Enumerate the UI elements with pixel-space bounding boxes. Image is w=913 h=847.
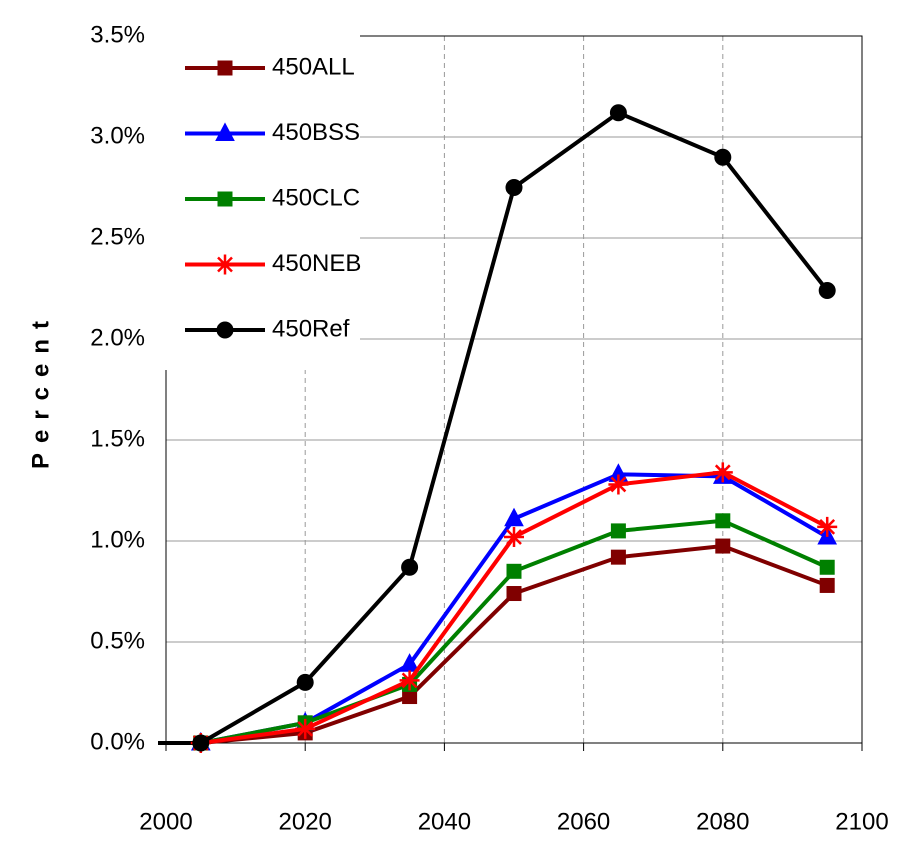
marker [505,179,523,196]
marker [819,559,835,575]
x-tick-label: 2080 [696,808,749,835]
marker [610,523,626,539]
y-tick-label: 0.0% [90,728,145,755]
marker [610,549,626,565]
marker [715,513,731,529]
marker [819,577,835,593]
marker [296,673,314,691]
marker [506,563,522,579]
y-tick-label: 3.0% [90,122,145,149]
marker [215,254,235,275]
marker [609,104,627,122]
y-axis-label: Percent [27,311,54,469]
y-tick-label: 1.0% [90,526,145,553]
marker [295,718,316,739]
legend-label: 450CLC [272,184,360,211]
marker [506,586,522,602]
marker [217,60,233,76]
marker [504,507,524,527]
series-line [200,518,829,745]
marker [192,734,210,752]
x-tick-label: 2020 [279,808,332,835]
marker [217,191,233,207]
x-tick-label: 2000 [139,808,192,835]
marker [216,321,234,339]
marker [712,462,733,483]
x-tick-label: 2040 [418,808,471,835]
y-tick-label: 0.5% [90,627,145,654]
marker [504,526,524,547]
legend-label: 450BSS [272,119,360,146]
legend-box [150,22,360,370]
x-tick-label: 2100 [835,808,888,835]
marker [401,558,419,576]
marker [215,122,235,141]
plot-frame [165,35,863,744]
marker [817,516,838,537]
marker [608,474,629,495]
marker [715,538,731,554]
x-tick-label: 2060 [557,808,610,835]
legend-label: 450ALL [272,53,355,80]
marker [818,282,836,300]
legend-label: 450Ref [272,315,350,342]
y-tick-label: 2.0% [90,324,145,351]
y-tick-label: 2.5% [90,223,145,250]
y-tick-label: 3.5% [90,21,145,48]
legend: 450ALL 450BSS 450CLC 450NEB 450Ref [185,53,361,342]
legend-label: 450NEB [272,250,361,277]
marker [714,148,732,166]
marker [399,670,420,691]
y-tick-label: 1.5% [90,425,145,452]
